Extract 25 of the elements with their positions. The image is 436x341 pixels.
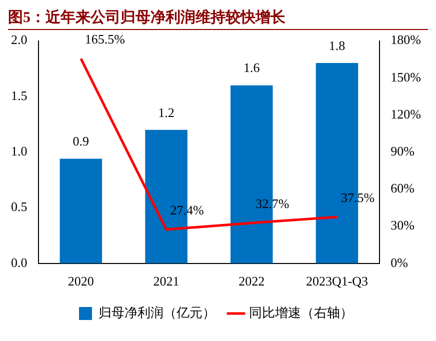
x-tick-label: 2022: [238, 274, 265, 289]
legend-label: 同比增速（右轴）: [249, 304, 353, 320]
y-tick-label: 0.5: [11, 199, 28, 214]
data-label: 0.9: [72, 134, 90, 149]
y2-tick-label: 150%: [390, 69, 422, 84]
data-label: 1.2: [158, 104, 174, 120]
y2-tick-label: 90%: [390, 144, 415, 159]
legend-label: 归母净利润（亿元）: [98, 304, 216, 320]
x-tick-label: 2021: [153, 274, 180, 289]
y-tick-label: 0.0: [11, 254, 28, 270]
y-tick-label: 1.5: [11, 88, 28, 103]
y2-tick-label: 120%: [390, 106, 422, 122]
y-tick-label: 1.0: [11, 144, 28, 159]
y2-tick-label: 60%: [390, 180, 415, 196]
y2-tick-label: 180%: [390, 32, 422, 48]
y2-tick-label: 0%: [390, 254, 408, 270]
data-label: 165.5%: [84, 32, 126, 47]
chart-title: 图5：近年来公司归母净利润维持较快增长: [8, 8, 428, 30]
bar: [60, 158, 102, 264]
y2-tick-label: 30%: [390, 218, 415, 233]
x-tick-label: 2023Q1-Q3: [306, 274, 368, 289]
data-label: 1.6: [244, 60, 260, 76]
data-label: 1.8: [328, 38, 346, 53]
x-tick-label: 2020: [68, 274, 94, 289]
y-tick-label: 2.0: [11, 32, 28, 48]
